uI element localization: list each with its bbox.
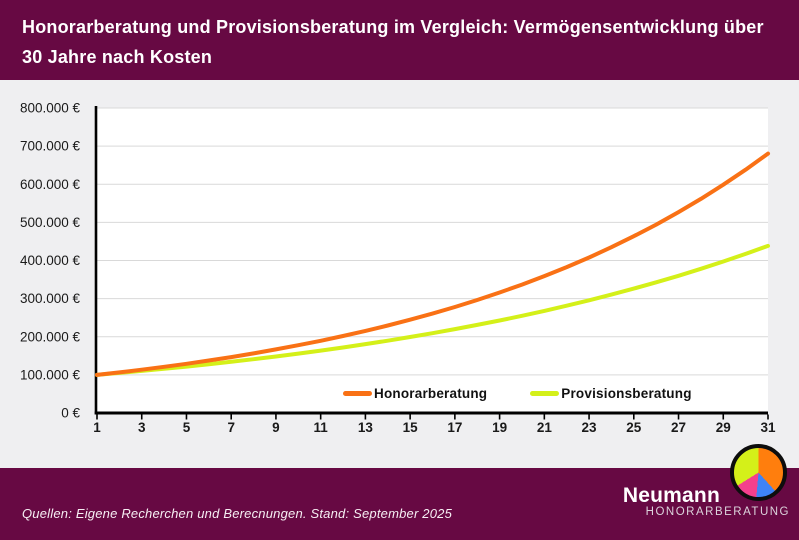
x-axis-tick-label: 7 [227,420,235,435]
x-axis-tick-label: 25 [626,420,642,435]
y-axis-tick-label: 400.000 € [20,253,81,268]
provisionsberatung-line [95,243,770,377]
y-axis-tick-label: 600.000 € [20,177,81,192]
header-banner: Honorarberatung und Provisionsberatung i… [0,0,799,80]
y-axis-tick-label: 800.000 € [20,101,81,116]
y-axis-tick-label: 700.000 € [20,139,81,154]
provisionsberatung-line-swatch [530,391,560,396]
x-axis-tick-label: 3 [138,420,146,435]
legend-item-honorarberatung: Honorarberatung [343,386,487,401]
x-axis-tick-label: 29 [716,420,731,435]
footer-banner: Quellen: Eigene Recherchen und Berecnung… [0,468,799,540]
chart-canvas: 0 € 100.000 € 200.000 € 300.000 € 400.000 € 5… [20,101,776,436]
y-axis-tick-label: 0 € [61,406,80,421]
honorarberatung-line-swatch [343,391,372,396]
x-axis-tick-label: 11 [314,420,329,435]
x-axis-tick-label: 21 [537,420,553,435]
x-axis-tick-label: 5 [183,420,191,435]
honorarberatung-line [95,151,770,377]
y-axis-tick-label: 300.000 € [20,291,81,306]
x-axis-tick-label: 9 [272,420,280,435]
page-title: Honorarberatung und Provisionsberatung i… [22,17,764,67]
x-axis-tick-label: 19 [492,420,507,435]
chart-legend: Honorarberatung Provisionsberatung [343,386,692,401]
legend-label: Provisionsberatung [561,386,692,401]
x-axis-tick-label: 1 [93,420,101,435]
legend-item-provisionsberatung: Provisionsberatung [530,386,691,401]
x-axis-tick-label: 31 [760,420,776,435]
brand-subtitle: HONORARBERATUNG [645,506,790,518]
x-axis-tick-label: 23 [582,420,598,435]
x-axis-tick-label: 17 [447,420,462,435]
y-axis-tick-label: 100.000 € [20,367,81,382]
y-axis-tick-label: 200.000 € [20,329,81,344]
legend-label: Honorarberatung [374,386,488,401]
brand-pie-logo-icon [730,444,787,501]
x-axis-tick-label: 27 [671,420,686,435]
x-axis-tick-label: 15 [403,420,419,435]
y-axis-tick-label: 500.000 € [20,215,81,230]
source-note: Quellen: Eigene Recherchen und Berecnung… [22,506,453,521]
x-axis-tick-label: 13 [358,420,374,435]
brand-name: Neumann [622,484,720,507]
